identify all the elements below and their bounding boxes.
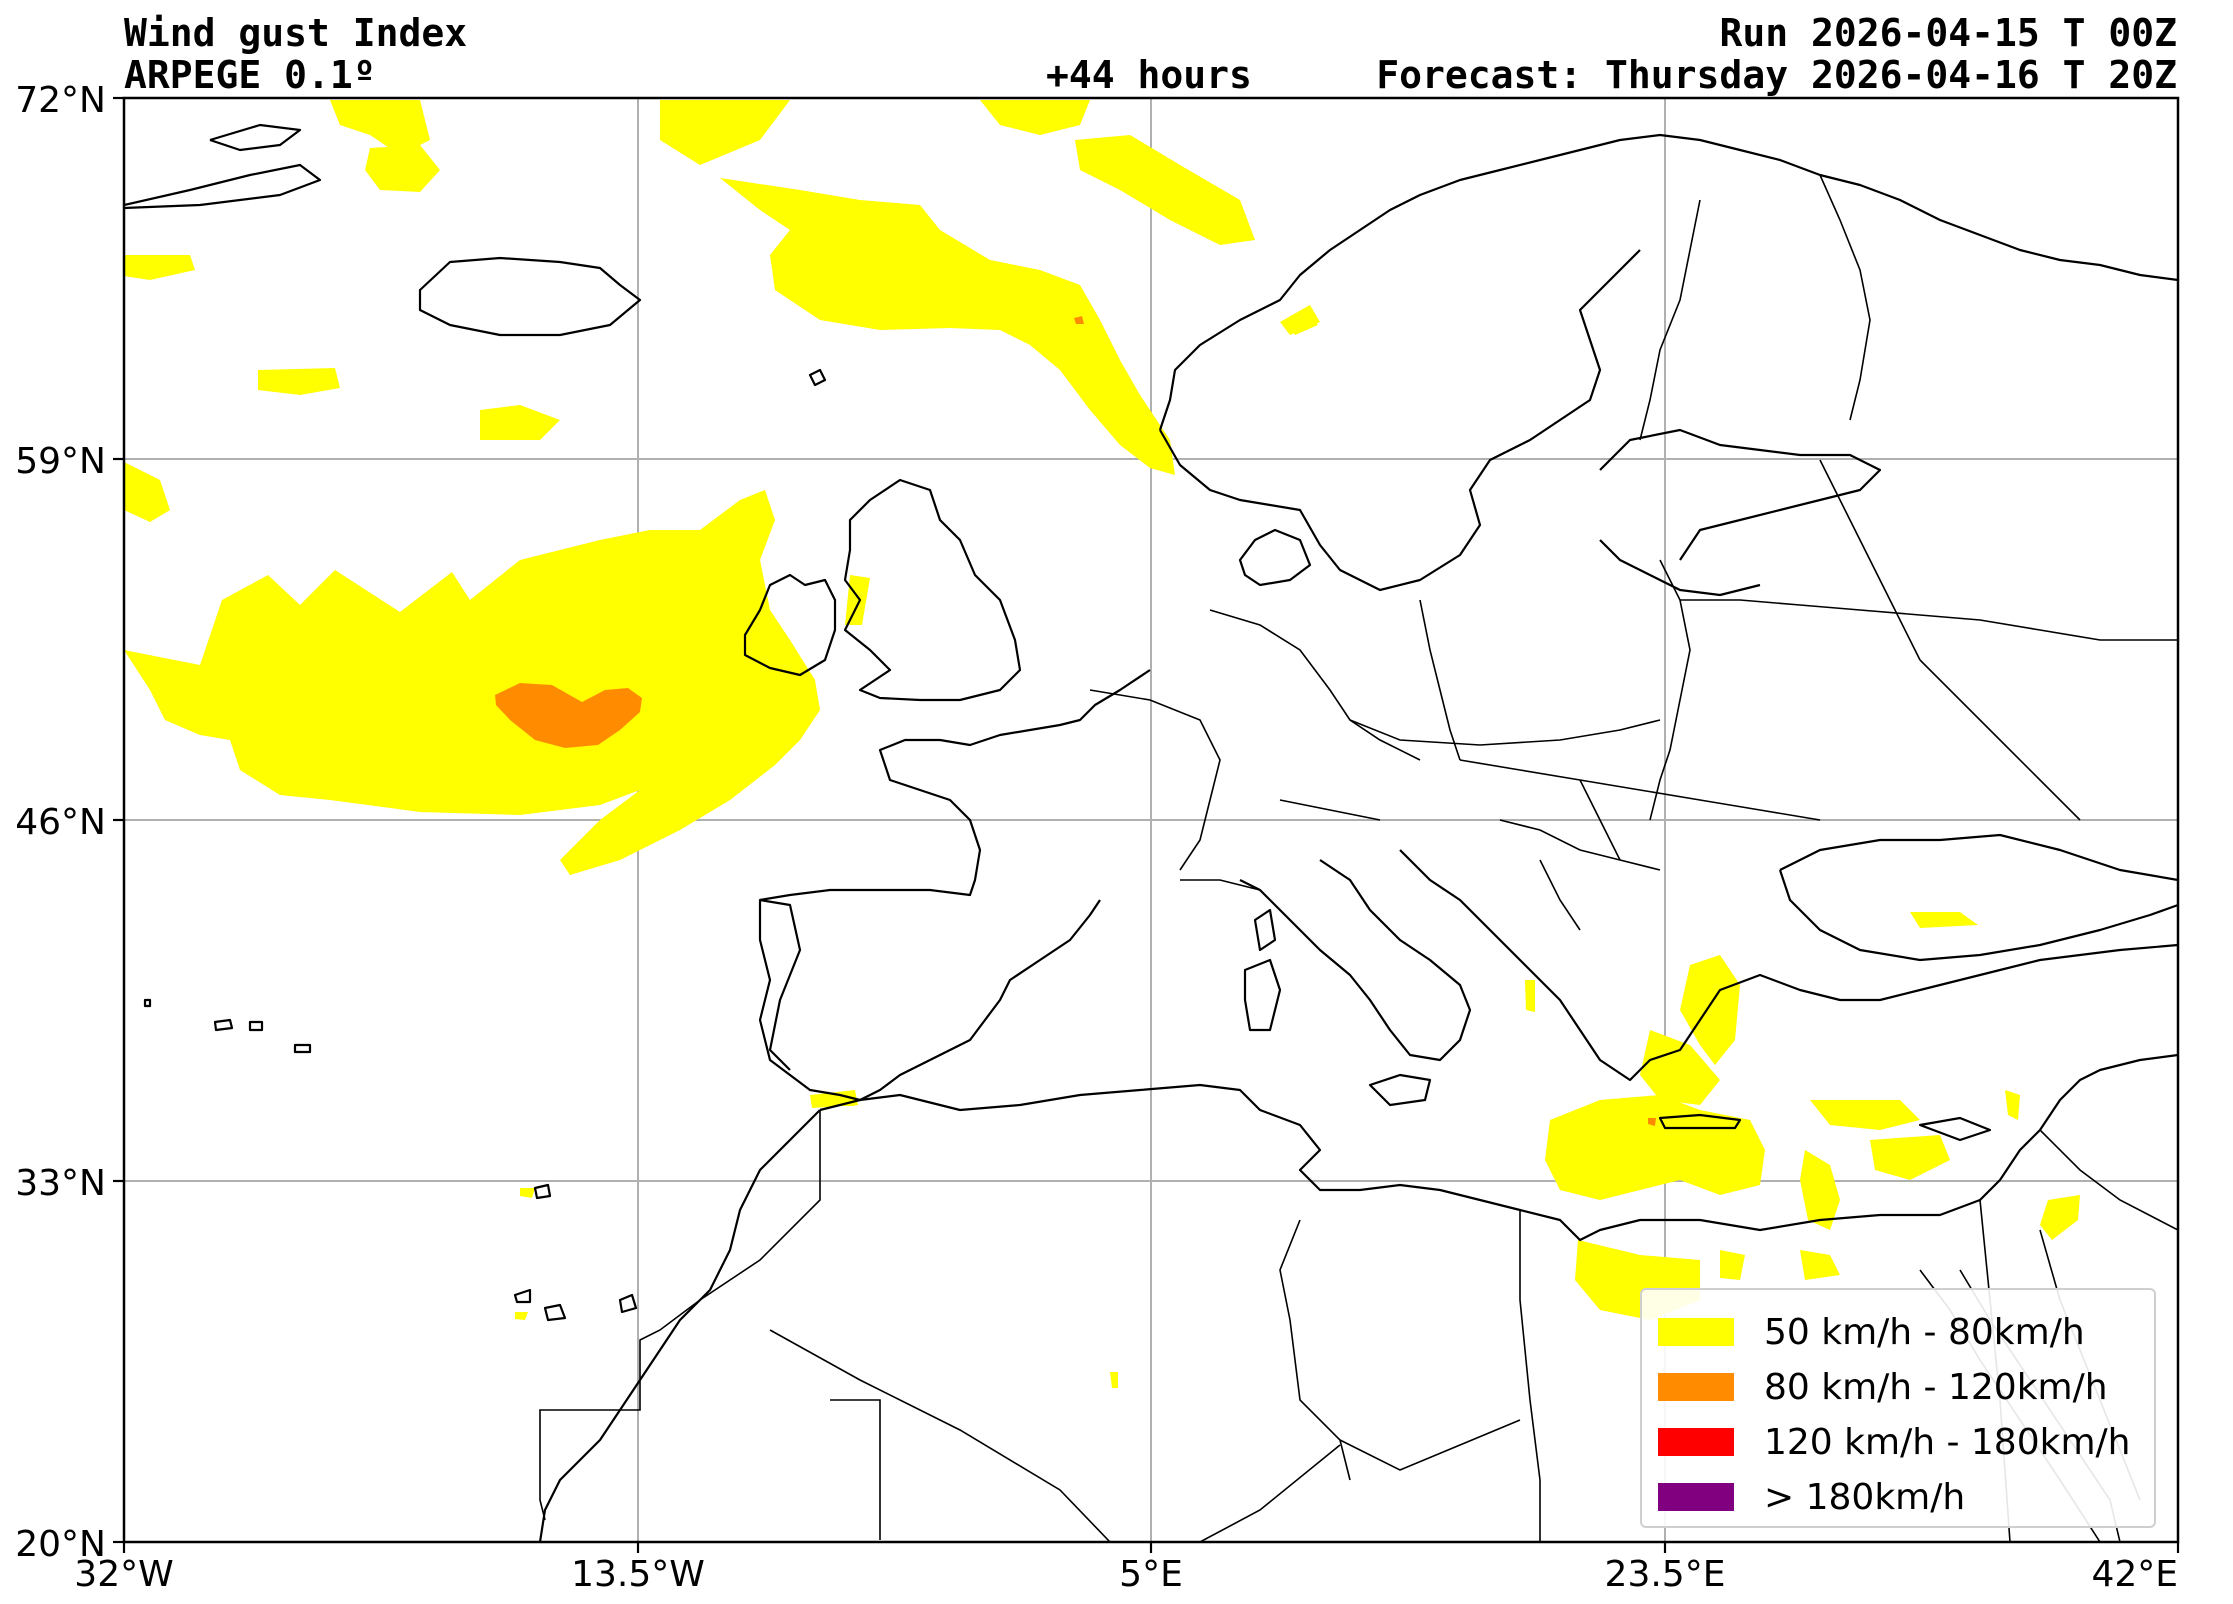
gust-areas-50-80 [124, 100, 2080, 1388]
y-tick-label-20n: 20°N [15, 1524, 106, 1565]
legend: 50 km/h - 80km/h 80 km/h - 120km/h 120 k… [1640, 1288, 2156, 1528]
legend-item-50-80: 50 km/h - 80km/h [1658, 1311, 2085, 1353]
lead-time-label: +44 hours [1046, 53, 1252, 97]
model-label: ARPEGE 0.1º [124, 53, 376, 97]
legend-label-120-180: 120 km/h - 180km/h [1764, 1421, 2131, 1463]
coastlines [124, 123, 2178, 1542]
x-tick-label-23-5e: 23.5°E [1605, 1554, 1726, 1595]
x-tick-label-13-5w: 13.5°W [571, 1554, 705, 1595]
forecast-label: Forecast: Thursday 2026-04-16 T 20Z [1376, 53, 2177, 97]
map-title: Wind gust Index [124, 11, 468, 55]
legend-label-80-120: 80 km/h - 120km/h [1764, 1366, 2108, 1408]
legend-item-80-120: 80 km/h - 120km/h [1658, 1366, 2108, 1408]
legend-label-50-80: 50 km/h - 80km/h [1764, 1311, 2085, 1353]
y-tick-label-72n: 72°N [15, 80, 106, 121]
run-label: Run 2026-04-15 T 00Z [1719, 11, 2177, 55]
legend-swatch-120-180 [1658, 1428, 1734, 1456]
y-tick-label-33n: 33°N [15, 1163, 106, 1204]
y-tick-label-59n: 59°N [15, 441, 106, 482]
legend-swatch-180-plus [1658, 1483, 1734, 1511]
country-borders [539, 174, 2178, 1542]
x-tick-label-32w: 32°W [74, 1554, 173, 1595]
x-tick-label-5e: 5°E [1119, 1554, 1183, 1595]
legend-label-180-plus: > 180km/h [1764, 1476, 1966, 1518]
gust-areas-80-120 [495, 316, 1656, 1126]
legend-swatch-50-80 [1658, 1318, 1734, 1346]
legend-item-180-plus: > 180km/h [1658, 1476, 1966, 1518]
y-tick-label-46n: 46°N [15, 802, 106, 843]
legend-swatch-80-120 [1658, 1373, 1734, 1401]
legend-item-120-180: 120 km/h - 180km/h [1658, 1421, 2131, 1463]
tick-marks [113, 96, 2180, 1553]
x-tick-label-42e: 42°E [2091, 1554, 2178, 1595]
